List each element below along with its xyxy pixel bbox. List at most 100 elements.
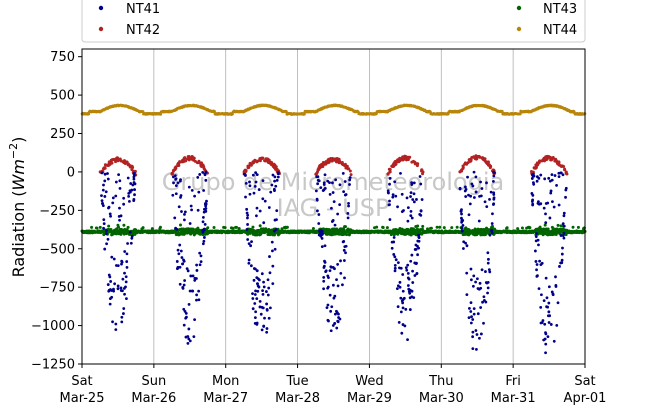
nt41-point	[271, 282, 275, 286]
y-axis-label-suffix: )	[9, 137, 28, 143]
nt41-point	[244, 195, 247, 199]
nt41-point	[196, 208, 200, 212]
x-tick-label-day: Sat	[574, 374, 595, 389]
nt41-point	[471, 347, 475, 351]
nt43-point	[119, 232, 123, 236]
y-tick-label: 0	[67, 165, 75, 180]
nt41-point	[394, 258, 398, 262]
nt41-point	[396, 261, 400, 265]
legend-box	[81, 0, 586, 43]
data-layer	[80, 103, 587, 355]
nt41-point	[388, 218, 392, 221]
nt41-point	[486, 291, 489, 295]
nt41-point	[535, 179, 539, 183]
nt41-point	[116, 264, 120, 268]
nt43-point	[442, 226, 446, 230]
nt41-point	[121, 277, 125, 281]
nt41-point	[477, 219, 481, 223]
nt41-point	[262, 280, 265, 284]
nt41-point	[411, 281, 415, 284]
nt41-point	[472, 312, 476, 316]
nt41-point	[180, 256, 184, 259]
nt41-point	[117, 214, 121, 218]
nt41-point	[254, 289, 257, 293]
nt41-point	[118, 206, 121, 210]
nt42-point	[406, 158, 410, 162]
nt41-point	[535, 263, 539, 266]
nt43-point	[234, 225, 238, 229]
nt41-point	[322, 279, 326, 283]
nt41-point	[544, 276, 548, 280]
nt41-point	[560, 258, 564, 262]
nt41-point	[408, 308, 412, 311]
nt41-point	[245, 228, 249, 231]
nt42-point	[107, 161, 111, 165]
nt41-point	[530, 177, 534, 180]
nt41-point	[481, 300, 484, 304]
nt43-point	[246, 232, 250, 236]
nt41-point	[406, 263, 410, 267]
nt41-point	[182, 323, 186, 327]
nt41-point	[122, 202, 126, 206]
nt41-point	[388, 199, 391, 203]
nt41-point	[249, 244, 253, 248]
nt43-point	[158, 225, 162, 229]
nt41-point	[546, 335, 550, 339]
nt42-point	[110, 161, 114, 165]
nt41-point	[342, 259, 346, 262]
nt41-point	[124, 275, 128, 279]
nt41-point	[326, 286, 330, 290]
nt41-point	[106, 177, 110, 181]
nt41-point	[118, 186, 122, 190]
nt41-point	[267, 286, 271, 290]
nt41-point	[332, 200, 336, 204]
nt41-point	[460, 229, 464, 233]
nt42-point	[564, 171, 568, 175]
nt41-point	[555, 184, 558, 187]
nt41-point	[344, 251, 347, 255]
nt41-point	[260, 272, 264, 276]
nt41-point	[106, 172, 109, 175]
nt42-point	[554, 157, 558, 161]
nt41-point	[248, 180, 251, 184]
nt41-point	[251, 292, 254, 296]
nt41-point	[560, 252, 564, 256]
y-tick-label: −1000	[31, 319, 75, 334]
nt41-point	[258, 305, 262, 309]
nt41-point	[323, 173, 327, 177]
legend: NT41 NT42 NT43 NT44	[81, 0, 586, 43]
nt41-point	[549, 189, 553, 193]
nt43-point	[212, 226, 216, 230]
nt41-point	[476, 287, 480, 290]
nt41-point	[262, 324, 266, 328]
nt41-point	[478, 281, 482, 285]
nt41-point	[263, 199, 267, 203]
nt41-point	[254, 171, 258, 175]
nt41-point	[177, 252, 181, 256]
nt42-point	[348, 169, 352, 173]
nt41-point	[530, 192, 534, 195]
nt41-point	[478, 336, 481, 340]
nt41-point	[275, 178, 279, 182]
nt43-point	[122, 223, 126, 227]
nt41-point	[418, 212, 422, 216]
nt41-point	[471, 335, 475, 339]
nt41-point	[120, 320, 124, 324]
nt41-point	[322, 287, 325, 291]
nt41-point	[120, 260, 124, 264]
nt41-point	[327, 319, 330, 323]
legend-label-nt44: NT44	[543, 23, 577, 38]
nt44-point	[231, 112, 234, 116]
nt41-point	[411, 198, 415, 201]
nt42-point	[314, 172, 318, 176]
nt42-point	[461, 165, 465, 169]
nt41-point	[201, 230, 205, 234]
nt41-point	[409, 259, 413, 263]
nt41-point	[133, 188, 136, 191]
nt42-point	[102, 166, 106, 170]
nt41-point	[330, 220, 334, 223]
nt41-point	[404, 307, 408, 311]
nt41-point	[406, 206, 410, 210]
nt41-point	[199, 254, 203, 258]
nt42-point	[349, 173, 353, 177]
